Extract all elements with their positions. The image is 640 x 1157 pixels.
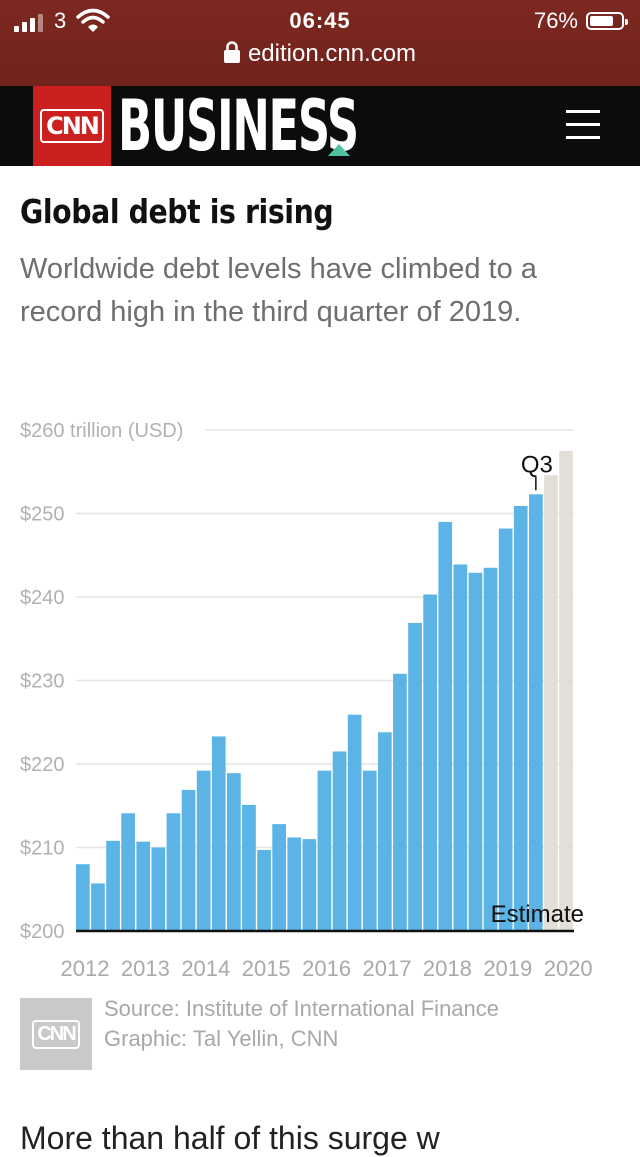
browser-status-bar: 3 06:45 76% edition.cnn.com: [0, 0, 640, 86]
data-bar: [468, 572, 483, 931]
source-credit: Source: Institute of International Finan…: [104, 996, 500, 1021]
x-tick-label: 2014: [181, 956, 230, 981]
data-bar: [332, 751, 347, 931]
data-bar: [302, 839, 317, 931]
hamburger-menu-icon[interactable]: [566, 110, 600, 140]
y-tick-label: $220: [20, 754, 65, 776]
chart-canvas: $200 $210 $220 $230 $240 $250 $260 trillion (U…: [20, 420, 593, 981]
y-tick-label: $230: [20, 671, 65, 693]
data-bar: [76, 864, 90, 931]
data-bar: [181, 789, 196, 931]
data-bar: [453, 564, 468, 931]
data-bar: [211, 736, 226, 931]
cnn-logo[interactable]: CNN: [33, 86, 111, 166]
data-bar: [378, 732, 392, 931]
data-bar: [136, 841, 151, 931]
data-bar: [242, 804, 256, 931]
x-tick-label: 2017: [363, 956, 412, 981]
data-bar: [362, 770, 377, 931]
status-time: 06:45: [289, 8, 351, 33]
y-tick-label: $260 trillion (USD): [20, 420, 183, 442]
estimate-bar: [544, 475, 558, 931]
data-bar: [91, 883, 105, 931]
x-tick-label: 2013: [121, 956, 170, 981]
business-triangle-icon: [328, 144, 350, 156]
cnn-source-logo: CNN: [20, 998, 92, 1070]
data-bar: [347, 714, 362, 931]
data-bar: [151, 847, 166, 931]
data-bar: [529, 494, 543, 931]
data-bar: [498, 528, 513, 931]
x-tick-label: 2020: [544, 956, 593, 981]
article-body-text: More than half of this surge w: [20, 1120, 440, 1156]
data-bar: [272, 824, 286, 931]
data-bar: [423, 594, 437, 931]
x-tick-label: 2012: [61, 956, 110, 981]
data-bar: [513, 505, 528, 931]
global-debt-bar-chart: $200 $210 $220 $230 $240 $250 $260 trillion (U…: [0, 410, 640, 990]
data-bar: [227, 773, 241, 931]
chart-headline: Global debt is rising: [20, 192, 334, 231]
data-bar: [408, 622, 422, 931]
data-bar: [166, 813, 181, 931]
y-tick-label: $250: [20, 504, 65, 526]
x-tick-label: 2015: [242, 956, 291, 981]
data-bar: [483, 567, 498, 931]
lock-icon: [223, 41, 240, 63]
estimate-bar: [559, 450, 573, 931]
data-bar: [196, 770, 211, 931]
chart-subheadline: Worldwide debt levels have climbed to a …: [20, 253, 537, 328]
estimate-label: Estimate: [491, 901, 584, 928]
section-title[interactable]: BUSINESS: [118, 85, 359, 167]
x-tick-label: 2019: [483, 956, 532, 981]
y-tick-label: $200: [20, 921, 65, 943]
site-header: CNN BUSINESS: [0, 86, 640, 166]
wifi-icon: [76, 8, 110, 32]
battery-icon: [586, 12, 628, 30]
data-bar: [106, 840, 120, 931]
url-text: edition.cnn.com: [247, 40, 417, 67]
x-tick-label: 2018: [423, 956, 472, 981]
data-bar: [287, 837, 302, 931]
y-tick-label: $240: [20, 587, 65, 609]
data-bar: [317, 770, 332, 931]
q3-annotation-label: Q3: [521, 451, 553, 478]
graphic-credit: Graphic: Tal Yellin, CNN: [104, 1026, 339, 1051]
x-tick-label: 2016: [302, 956, 351, 981]
data-bar: [121, 813, 135, 931]
address-bar[interactable]: edition.cnn.com: [0, 40, 640, 68]
battery-percent: 76%: [533, 8, 578, 33]
data-bar: [393, 673, 407, 931]
data-bar: [438, 521, 453, 931]
y-tick-label: $210: [20, 838, 65, 860]
data-bar: [257, 850, 271, 931]
carrier-label: 3: [54, 8, 67, 33]
